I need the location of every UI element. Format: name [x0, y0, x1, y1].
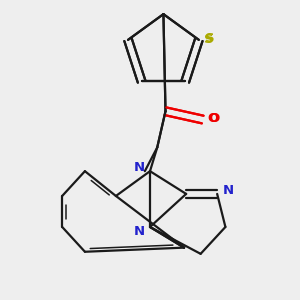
Text: N: N	[134, 160, 145, 173]
Text: S: S	[206, 32, 215, 45]
Text: S: S	[204, 33, 214, 46]
Text: N: N	[134, 225, 145, 238]
Text: O: O	[207, 112, 219, 125]
Text: N: N	[223, 184, 234, 197]
Text: O: O	[208, 112, 220, 125]
